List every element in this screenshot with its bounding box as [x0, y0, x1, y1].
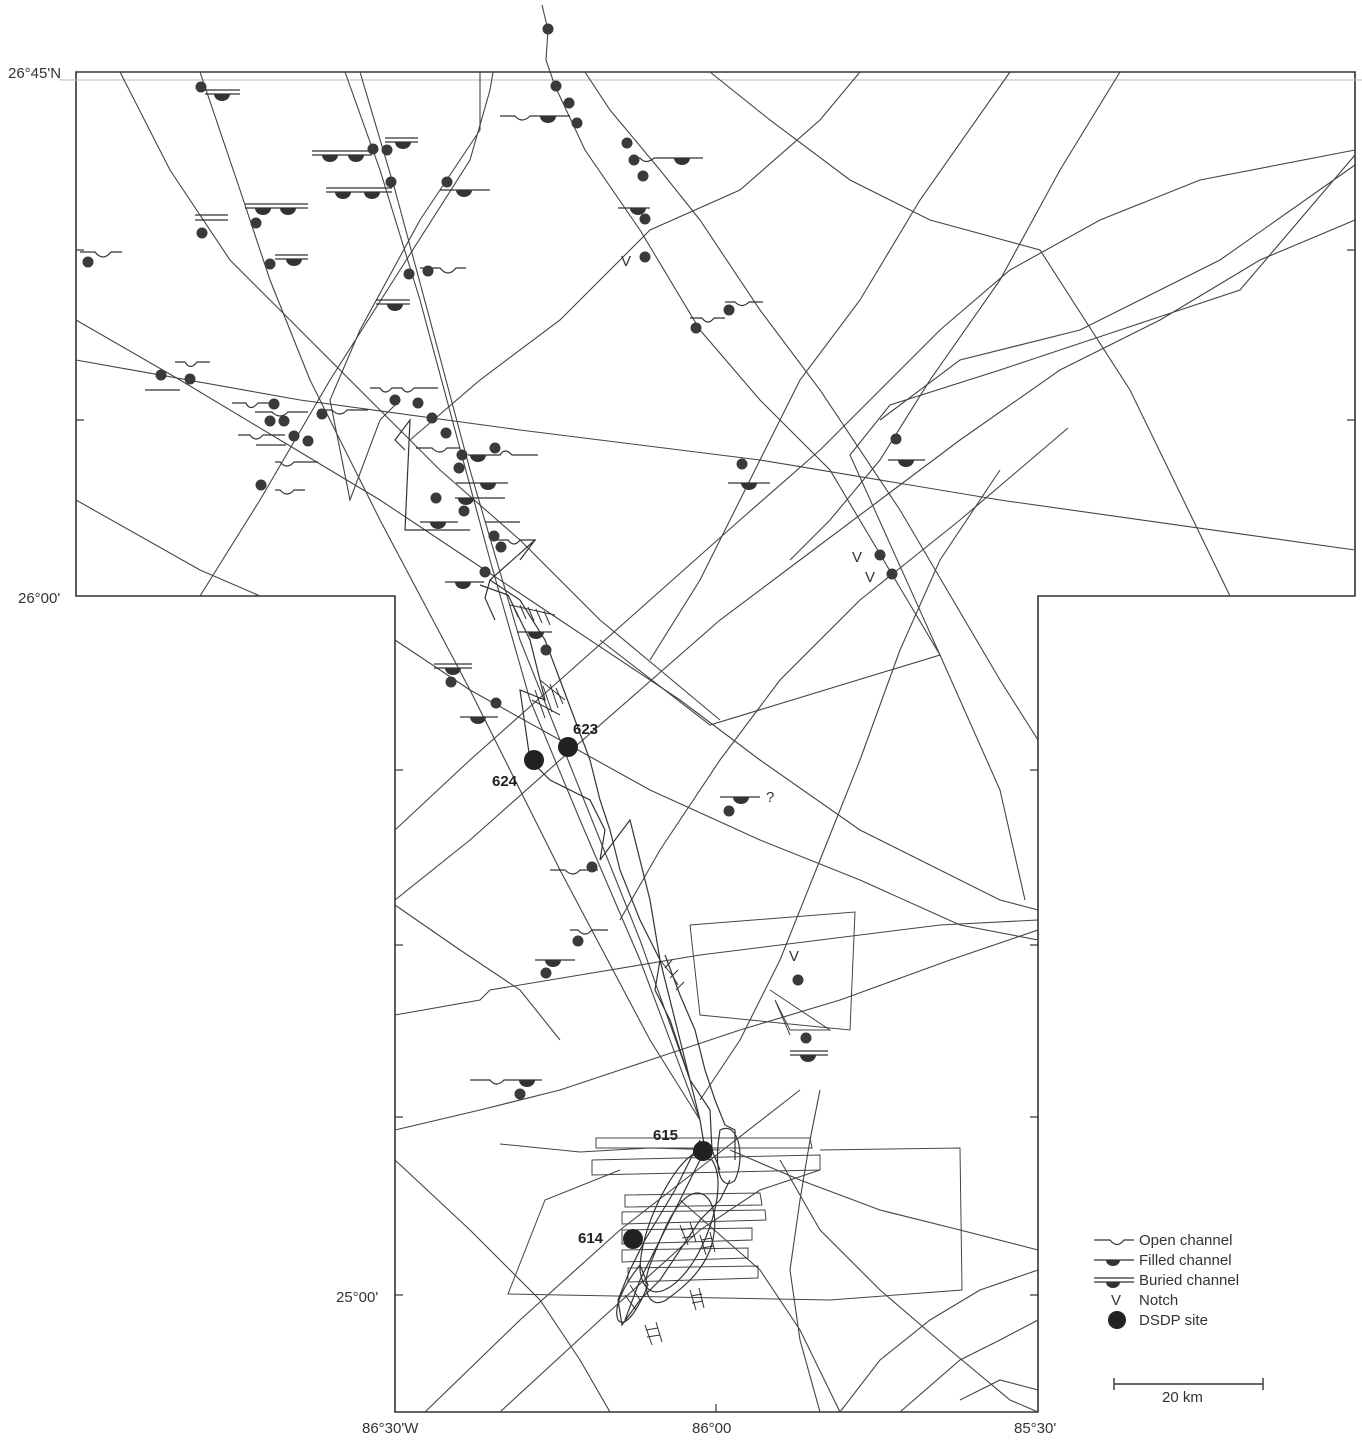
dsdp-site-615-marker — [693, 1141, 713, 1161]
longitude-label: 86°00 — [692, 1420, 731, 1437]
dsdp-site-614-marker — [623, 1229, 643, 1249]
latitude-label: 25°00' — [336, 1289, 378, 1306]
dsdp-site-624-marker — [524, 750, 544, 770]
legend-item-notch: V Notch — [1111, 1292, 1178, 1309]
filled-channel-symbol-fill — [1106, 1260, 1120, 1266]
legend-label: Open channel — [1139, 1232, 1232, 1249]
open-channel-symbol — [1094, 1239, 1134, 1246]
longitude-label: 85°30' — [1014, 1420, 1056, 1437]
frame-ticks — [76, 249, 1355, 1412]
buried-channel-symbol — [1094, 1277, 1134, 1283]
filled-channel-marks — [214, 94, 914, 1087]
channel-symbols — [80, 89, 925, 1085]
legend-item-open-channel: Open channel — [1094, 1232, 1232, 1249]
track-points — [82, 23, 902, 1100]
notch-marker: V — [852, 549, 862, 566]
dsdp-site-623-marker — [558, 737, 578, 757]
notch-marker: V — [865, 569, 875, 586]
legend-item-filled-channel: Filled channel — [1094, 1252, 1232, 1269]
scale-bar-label: 20 km — [1162, 1389, 1203, 1406]
dsdp-site-label: 615 — [653, 1127, 678, 1144]
dsdp-site-label: 623 — [573, 721, 598, 738]
latitude-label: 26°00' — [18, 590, 60, 607]
legend-label: DSDP site — [1139, 1312, 1208, 1329]
uncertain-mark: ? — [766, 789, 774, 806]
legend-label: Buried channel — [1139, 1272, 1239, 1289]
legend-label: Notch — [1139, 1292, 1178, 1309]
notch-symbol: V — [1111, 1292, 1121, 1309]
latitude-label: 26°45'N — [8, 65, 61, 82]
notch-marker: V — [789, 948, 799, 965]
buried-channel-symbol-fill — [1106, 1282, 1120, 1288]
site-survey-grid — [499, 911, 963, 1301]
dsdp-site-markers — [524, 737, 713, 1249]
dsdp-site-symbol — [1108, 1311, 1126, 1329]
legend-item-buried-channel: Buried channel — [1094, 1272, 1239, 1289]
ship-tracks — [75, 4, 1356, 1413]
dsdp-site-label: 614 — [578, 1230, 604, 1247]
legend-item-dsdp-site: DSDP site — [1108, 1311, 1208, 1329]
longitude-label: 86°30'W — [362, 1420, 419, 1437]
scale-bar — [1113, 1378, 1264, 1390]
legend: Open channel Filled channel Buried chann… — [1094, 1232, 1239, 1329]
dsdp-site-label: 624 — [492, 773, 518, 790]
levee-hatching — [509, 602, 716, 1346]
notch-marker: V — [621, 253, 631, 270]
legend-label: Filled channel — [1139, 1252, 1232, 1269]
